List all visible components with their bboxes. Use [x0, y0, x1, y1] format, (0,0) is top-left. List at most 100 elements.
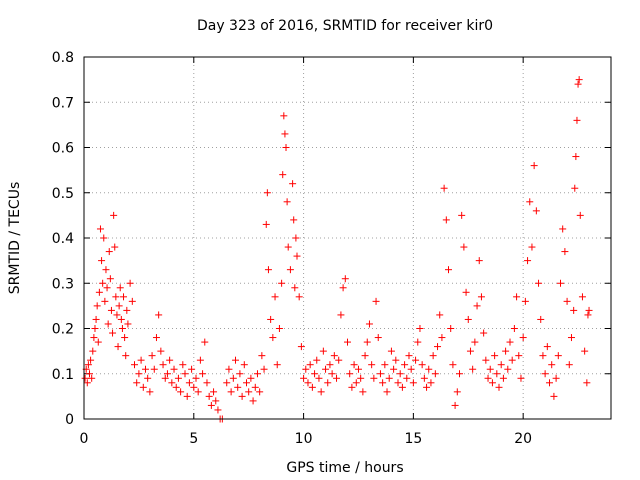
data-point: [120, 293, 128, 301]
data-point: [159, 361, 167, 369]
data-point: [282, 144, 290, 151]
data-point: [111, 243, 119, 251]
x-tick-label: 15: [404, 431, 422, 447]
data-point: [359, 388, 367, 396]
data-point: [249, 397, 257, 405]
data-point: [335, 356, 343, 364]
data-point: [429, 352, 437, 360]
data-point: [368, 361, 376, 369]
data-point: [88, 374, 96, 382]
data-point: [519, 334, 527, 342]
data-point: [447, 325, 455, 332]
data-point: [199, 370, 207, 378]
data-point: [350, 361, 358, 369]
data-point: [126, 279, 134, 287]
data-point: [574, 80, 582, 88]
data-point: [521, 297, 529, 305]
data-point: [361, 352, 369, 360]
data-point: [436, 311, 444, 319]
data-point: [348, 383, 356, 391]
data-point: [139, 383, 147, 391]
data-point: [183, 392, 191, 400]
data-point: [84, 361, 92, 369]
data-point: [273, 361, 281, 369]
data-point: [98, 257, 106, 265]
data-point: [504, 365, 512, 373]
data-point: [114, 343, 122, 351]
data-point: [135, 370, 143, 378]
data-point: [416, 325, 424, 332]
data-point: [381, 361, 389, 369]
data-point: [330, 352, 338, 360]
data-point: [495, 383, 503, 391]
data-point: [552, 374, 560, 382]
data-point: [146, 388, 154, 396]
data-points: [81, 76, 593, 423]
data-point: [289, 180, 297, 188]
data-point: [344, 338, 351, 346]
y-tick-labels: 0 0.1 0.2 0.3 0.4 0.5 0.6 0.7 0.8: [52, 50, 74, 428]
data-point: [166, 356, 174, 364]
data-point: [308, 383, 316, 391]
data-point: [251, 383, 259, 391]
data-point: [409, 379, 417, 387]
data-point: [513, 293, 521, 301]
data-point: [157, 347, 165, 355]
data-point: [462, 288, 470, 296]
data-point: [179, 361, 187, 369]
data-point: [247, 374, 255, 382]
data-point: [581, 347, 589, 355]
data-point: [427, 379, 435, 387]
data-point: [284, 243, 292, 251]
data-point: [83, 379, 91, 387]
data-point: [403, 374, 411, 382]
data-point: [192, 374, 200, 382]
data-point: [526, 198, 534, 206]
data-point: [379, 379, 387, 387]
data-point: [269, 334, 277, 342]
data-point: [275, 325, 283, 332]
x-axis-label: GPS time / hours: [286, 460, 403, 476]
data-point: [322, 365, 330, 373]
data-point: [95, 288, 103, 296]
data-point: [352, 379, 360, 387]
data-point: [486, 365, 494, 373]
data-point: [229, 374, 237, 382]
x-tick-label: 0: [80, 431, 89, 447]
y-tick-label: 0.4: [52, 231, 74, 247]
data-point: [488, 379, 496, 387]
data-point: [302, 365, 310, 373]
data-point: [210, 388, 218, 396]
data-point: [543, 343, 551, 351]
data-point: [110, 211, 118, 219]
data-point: [333, 374, 341, 382]
data-point: [565, 361, 573, 369]
data-point: [105, 248, 113, 256]
data-point: [396, 370, 404, 378]
data-point: [150, 365, 158, 373]
data-point: [499, 374, 507, 382]
data-point: [524, 257, 532, 265]
x-tick-labels: 0 5 10 15 20: [80, 431, 533, 447]
data-point: [445, 266, 453, 274]
data-point: [440, 184, 448, 192]
data-point: [185, 379, 193, 387]
y-tick-label: 0.5: [52, 186, 74, 202]
data-point: [567, 334, 575, 342]
data-point: [315, 374, 323, 382]
data-point: [491, 352, 499, 360]
data-point: [172, 383, 180, 391]
data-point: [578, 293, 586, 301]
data-point: [328, 370, 336, 378]
x-tick-label: 10: [295, 431, 313, 447]
data-point: [563, 297, 571, 305]
data-point: [106, 275, 114, 283]
data-point: [203, 379, 211, 387]
y-tick-label: 0.8: [52, 50, 74, 66]
data-point: [394, 379, 402, 387]
data-point: [245, 388, 253, 396]
data-point: [279, 171, 287, 179]
data-point: [174, 374, 182, 382]
data-point: [196, 356, 204, 364]
